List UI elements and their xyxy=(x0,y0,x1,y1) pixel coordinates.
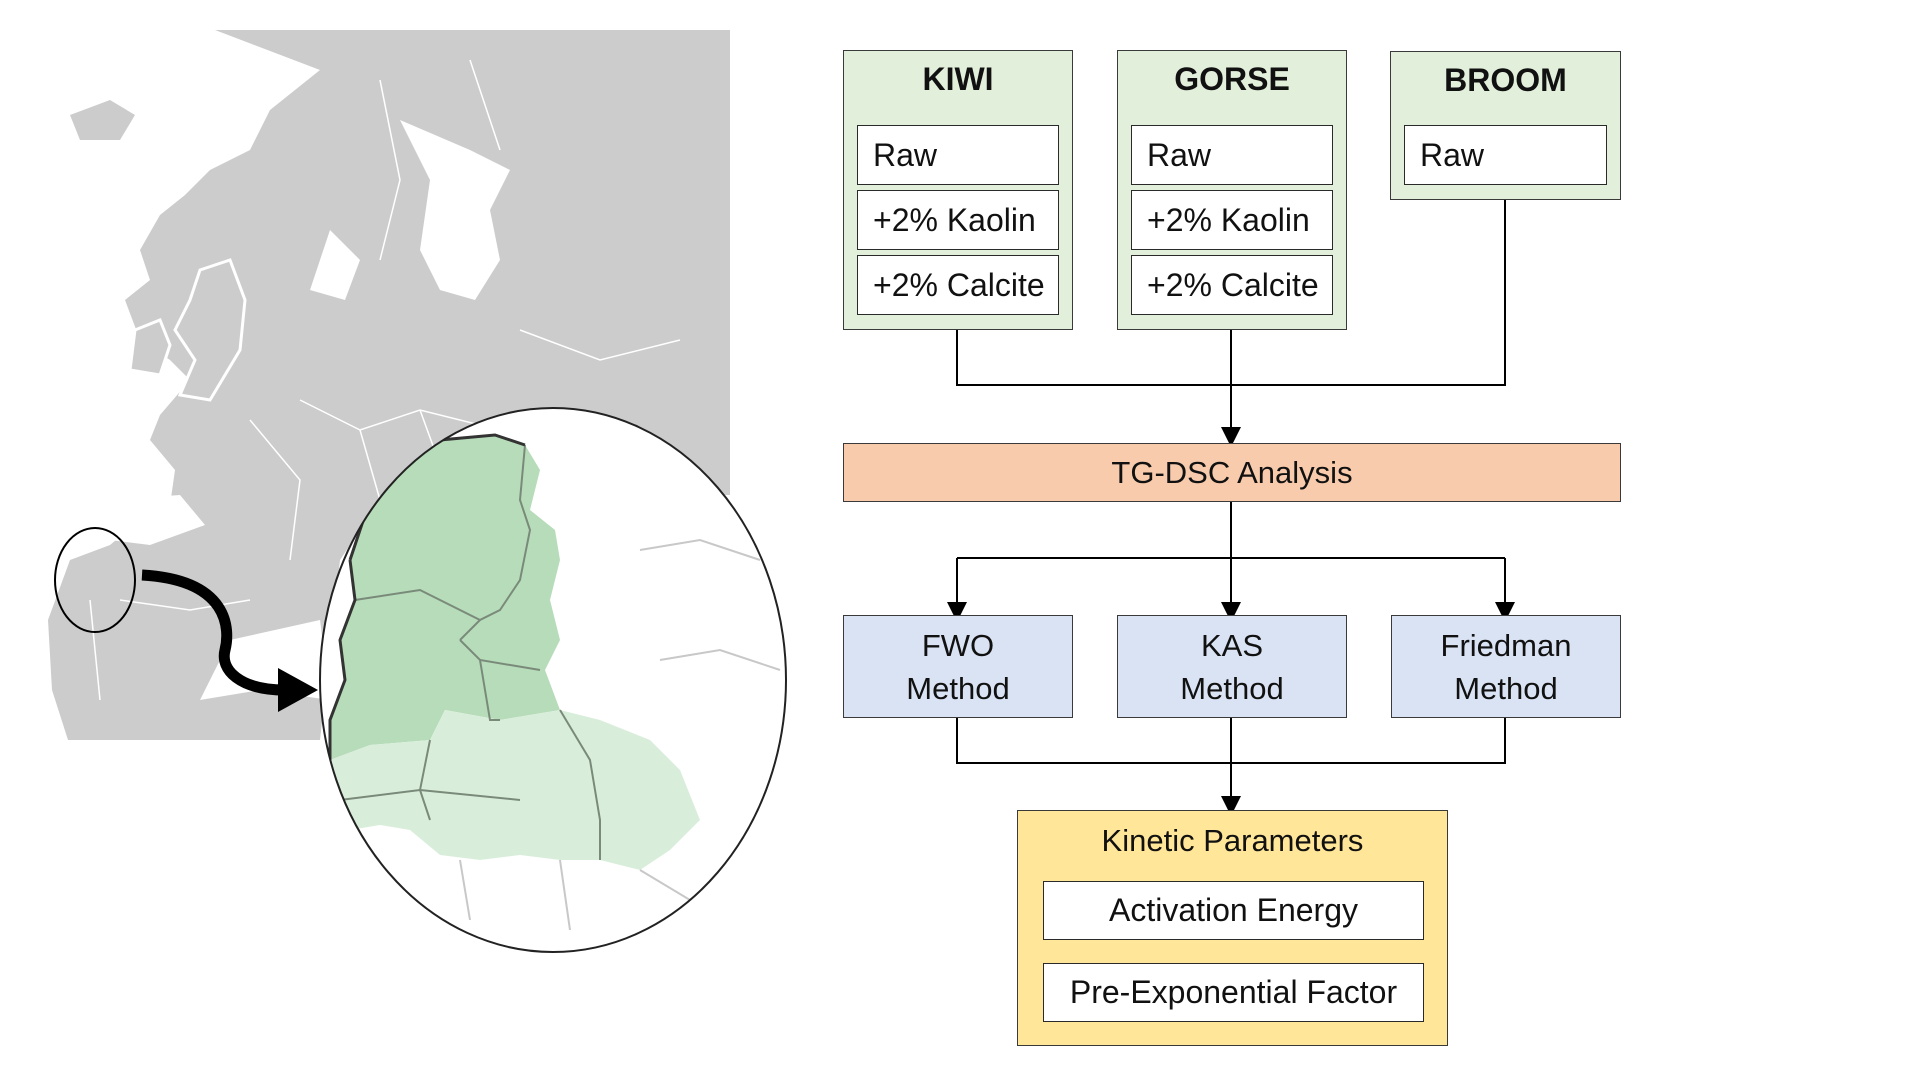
method-friedman-line1: Friedman xyxy=(1441,624,1572,667)
group-kiwi: KIWI Raw +2% Kaolin +2% Calcite xyxy=(843,50,1073,330)
method-fwo-line2: Method xyxy=(906,667,1009,710)
gorse-calcite: +2% Calcite xyxy=(1131,255,1333,315)
zoomed-region-map xyxy=(320,408,786,952)
ireland xyxy=(130,320,170,375)
activation-energy: Activation Energy xyxy=(1043,881,1424,940)
pre-exponential-factor: Pre-Exponential Factor xyxy=(1043,963,1424,1022)
map-panel xyxy=(0,0,800,1000)
method-kas-line1: KAS xyxy=(1201,624,1263,667)
method-kas: KAS Method xyxy=(1117,615,1347,718)
iceland xyxy=(70,100,135,140)
kiwi-calcite: +2% Calcite xyxy=(857,255,1059,315)
group-title-gorse: GORSE xyxy=(1118,61,1346,98)
group-broom: BROOM Raw xyxy=(1390,51,1621,200)
analysis-box: TG-DSC Analysis xyxy=(843,443,1621,502)
broom-raw: Raw xyxy=(1404,125,1607,185)
group-title-broom: BROOM xyxy=(1391,62,1620,99)
method-fwo: FWO Method xyxy=(843,615,1073,718)
method-kas-line2: Method xyxy=(1180,667,1283,710)
group-gorse: GORSE Raw +2% Kaolin +2% Calcite xyxy=(1117,50,1347,330)
kiwi-kaolin: +2% Kaolin xyxy=(857,190,1059,250)
gorse-raw: Raw xyxy=(1131,125,1333,185)
kinetic-title: Kinetic Parameters xyxy=(1018,823,1447,859)
kiwi-raw: Raw xyxy=(857,125,1059,185)
kinetic-parameters-box: Kinetic Parameters Activation Energy Pre… xyxy=(1017,810,1448,1046)
group-title-kiwi: KIWI xyxy=(844,61,1072,98)
method-fwo-line1: FWO xyxy=(922,624,994,667)
method-friedman-line2: Method xyxy=(1454,667,1557,710)
gorse-kaolin: +2% Kaolin xyxy=(1131,190,1333,250)
connector-methods-join xyxy=(957,718,1505,763)
method-friedman: Friedman Method xyxy=(1391,615,1621,718)
